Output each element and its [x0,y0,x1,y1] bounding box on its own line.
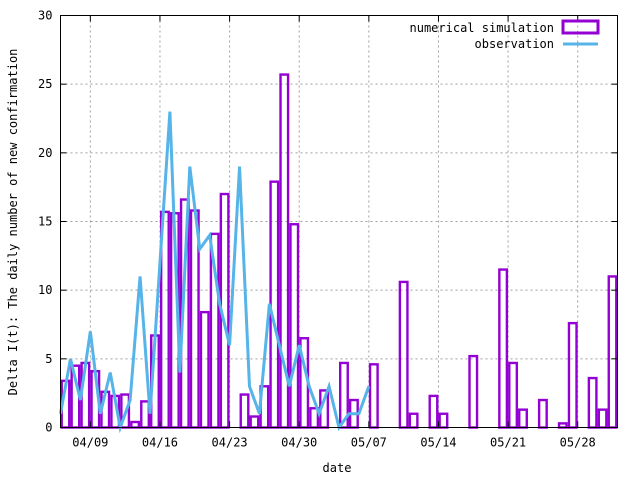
simulation-bar [557,422,568,429]
simulation-bar [498,268,509,429]
y-tick-label: 20 [38,146,52,160]
simulation-bar [508,361,519,429]
x-tick-label: 05/07 [351,436,387,450]
legend: numerical simulation observation [410,19,600,51]
simulation-bar [438,412,449,429]
simulation-bars [60,73,618,429]
simulation-bar [289,223,300,429]
simulation-bar [607,275,618,429]
gridlines [60,15,618,428]
simulation-bar [597,408,608,429]
x-tick-label: 05/21 [490,436,526,450]
observation-line-group [59,111,371,434]
plot-frame [60,15,618,428]
simulation-bar [130,420,141,429]
x-tick-label: 05/14 [420,436,456,450]
simulation-bar [249,415,260,429]
x-tick-label: 04/09 [72,436,108,450]
x-axis-label: date [323,461,352,475]
legend-simulation-label: numerical simulation [410,21,555,35]
simulation-bar [239,393,250,429]
simulation-bar [398,280,409,429]
simulation-bar [269,180,280,429]
x-tick-label: 04/23 [212,436,248,450]
simulation-bar [518,408,528,429]
simulation-bar [428,394,439,429]
y-tick-label: 5 [45,352,52,366]
y-tick-label: 30 [38,9,52,23]
y-tick-label: 0 [45,421,52,435]
y-tick-label: 10 [38,283,52,297]
simulation-bar [199,310,210,429]
y-tick-label: 15 [38,215,52,229]
simulation-bar [587,376,598,429]
legend-observation-label: observation [475,37,554,51]
simulation-bar [408,412,419,429]
y-tick-label: 25 [38,77,52,91]
simulation-bar [468,354,479,429]
simulation-bar [140,400,151,429]
x-tick-label: 05/28 [560,436,596,450]
simulation-bar [567,321,578,429]
x-tick-label: 04/30 [281,436,317,450]
simulation-bar [189,209,200,429]
axis-ticks: 0 5 10 15 20 25 30 04/09 04/16 04/23 04/30 05/07 05/… [38,9,618,450]
simulation-bar [368,363,379,429]
simulation-bar [537,398,548,429]
x-tick-label: 04/16 [142,436,178,450]
observation-line [59,111,371,434]
legend-simulation-swatch [561,19,600,35]
y-axis-label: Delta I(t): The daily number of new conf… [6,49,20,396]
